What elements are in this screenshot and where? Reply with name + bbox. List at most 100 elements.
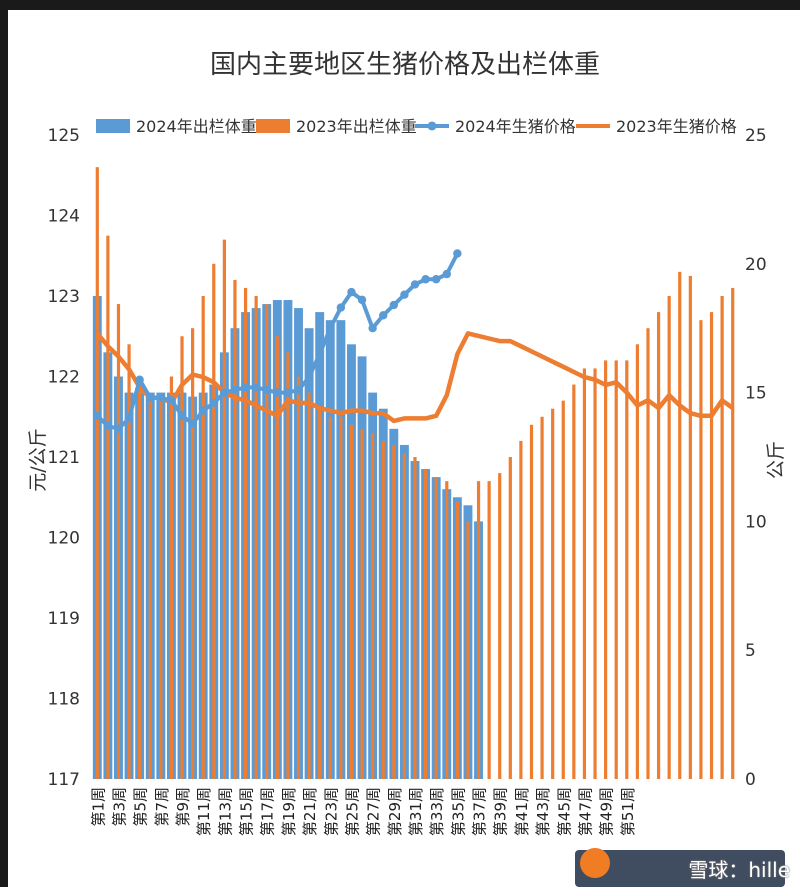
x-axis-tick-label: 第5周 (132, 787, 150, 827)
bar-2023-weight (201, 296, 205, 779)
left-axis-tick-label: 125 (48, 126, 80, 146)
left-axis-tick-label: 120 (48, 529, 80, 549)
series-2023-price-line (95, 331, 735, 424)
x-axis-tick-label: 第41周 (513, 787, 531, 836)
bar-2023-weight (371, 432, 375, 779)
point-2024-price (347, 287, 356, 297)
legend-swatch (96, 119, 130, 133)
bar-2023-weight (402, 452, 407, 779)
bar-2023-weight (159, 400, 163, 779)
x-axis-tick-label: 第13周 (216, 787, 234, 836)
bar-2023-weight (519, 440, 523, 779)
point-2024-price (294, 385, 303, 395)
point-2024-price (326, 324, 335, 333)
bar-2023-weight (349, 424, 354, 779)
x-axis-tick-label: 第51周 (619, 787, 637, 836)
x-axis-tick-label: 第23周 (322, 787, 340, 836)
point-2024-price (230, 385, 240, 395)
point-2024-price (93, 411, 102, 420)
x-axis-tick-labels: 第1周 第3周 第5周 第7周 第9周 第11周 第13周 第15周 第17周 第19周 第21周第… (89, 787, 637, 836)
point-2024-price (146, 393, 155, 402)
bar-2023-weight (95, 167, 99, 779)
bar-2023-weight (614, 360, 618, 779)
point-2024-price (251, 383, 261, 392)
bar-2023-weight (487, 481, 491, 779)
right-axis-tick-label: 5 (745, 641, 756, 661)
x-axis-tick-label: 第21周 (301, 787, 319, 836)
x-axis-tick-label: 第17周 (259, 787, 277, 836)
right-axis-tick-label: 20 (745, 255, 767, 275)
line-2023-price (95, 331, 735, 424)
bar-2023-weight (381, 440, 385, 779)
x-axis-tick-label: 第45周 (555, 787, 573, 836)
point-2024-price (167, 396, 176, 405)
bar-2023-weight (688, 275, 692, 779)
legend-label: 2024年生猪价格 (455, 117, 576, 136)
left-axis: 125 124 123 122 121 120 119 118 117 (48, 126, 80, 790)
bar-2023-weight (360, 428, 364, 779)
bar-2023-weight (191, 328, 195, 779)
point-2024-price (410, 280, 420, 289)
x-axis-tick-label: 第47周 (576, 787, 594, 836)
bar-2023-weight (476, 481, 481, 779)
bar-2023-weight (328, 416, 332, 779)
bar-2023-weight (466, 521, 470, 779)
bar-2023-weight (106, 235, 110, 779)
point-2024-price (188, 419, 197, 428)
bar-2023-weight (561, 400, 565, 779)
point-2024-price (177, 411, 187, 420)
point-2024-price (389, 300, 399, 310)
bar-2023-weight (646, 328, 650, 779)
bar-2023-weight (265, 304, 269, 779)
point-2024-price (304, 372, 314, 382)
bar-2023-weight (551, 408, 555, 779)
legend: 2024年出栏体重 2023年出栏体重 2024年生猪价格 2023年生猪价格 (96, 117, 737, 136)
point-2024-price (262, 385, 271, 395)
x-axis-tick-label: 第33周 (428, 787, 446, 836)
point-2024-price (400, 290, 409, 299)
bar-2023-weight (498, 473, 502, 779)
bar-2023-weight (392, 444, 396, 779)
bar-2023-weight (445, 481, 449, 779)
bar-2023-weight (572, 384, 576, 779)
left-axis-title: 元/公斤 (27, 428, 49, 491)
bar-2023-weight (296, 376, 301, 779)
legend-label: 2023年出栏体重 (296, 117, 417, 136)
left-axis-tick-label: 123 (48, 287, 80, 307)
x-axis-tick-label: 第11周 (195, 787, 213, 836)
bar-2023-weight (233, 279, 237, 779)
x-axis-tick-label: 第49周 (598, 787, 616, 836)
bar-2023-weight (339, 416, 343, 779)
watermark-text: 雪球：hille (688, 858, 790, 882)
point-2024-price (421, 275, 430, 284)
bar-2023-weight (667, 296, 671, 779)
screenshot-top-edge (0, 0, 800, 10)
bar-2023-weight (318, 408, 322, 779)
watermark-logo-icon (580, 848, 610, 878)
x-axis-tick-label: 第9周 (174, 787, 192, 827)
x-axis-tick-label: 第37周 (471, 787, 489, 836)
point-2024-price (453, 249, 462, 258)
x-axis-tick-label: 第7周 (153, 787, 171, 827)
bar-2023-weight (116, 304, 121, 779)
point-2024-price (442, 269, 451, 279)
chart-title: 国内主要地区生猪价格及出栏体重 (210, 50, 600, 80)
x-axis-tick-label: 第35周 (449, 787, 467, 836)
x-axis-tick-label: 第27周 (365, 787, 383, 836)
legend-marker (427, 121, 437, 131)
legend-label: 2023年生猪价格 (616, 117, 737, 136)
left-axis-tick-label: 117 (48, 770, 80, 790)
bar-2023-weight (593, 368, 597, 779)
bar-2023-weight (720, 296, 724, 779)
left-axis-tick-label: 124 (48, 207, 80, 227)
bar-2023-weight (731, 287, 735, 779)
bar-2023-weight (709, 312, 714, 779)
bar-2023-weight (423, 469, 428, 779)
watermark-logo-band (575, 850, 785, 887)
point-2024-price (241, 383, 250, 392)
right-axis-tick-label: 25 (745, 126, 767, 146)
bar-2023-weight (286, 352, 290, 779)
bar-2023-weight (169, 376, 174, 779)
right-axis-tick-label: 0 (745, 770, 756, 790)
